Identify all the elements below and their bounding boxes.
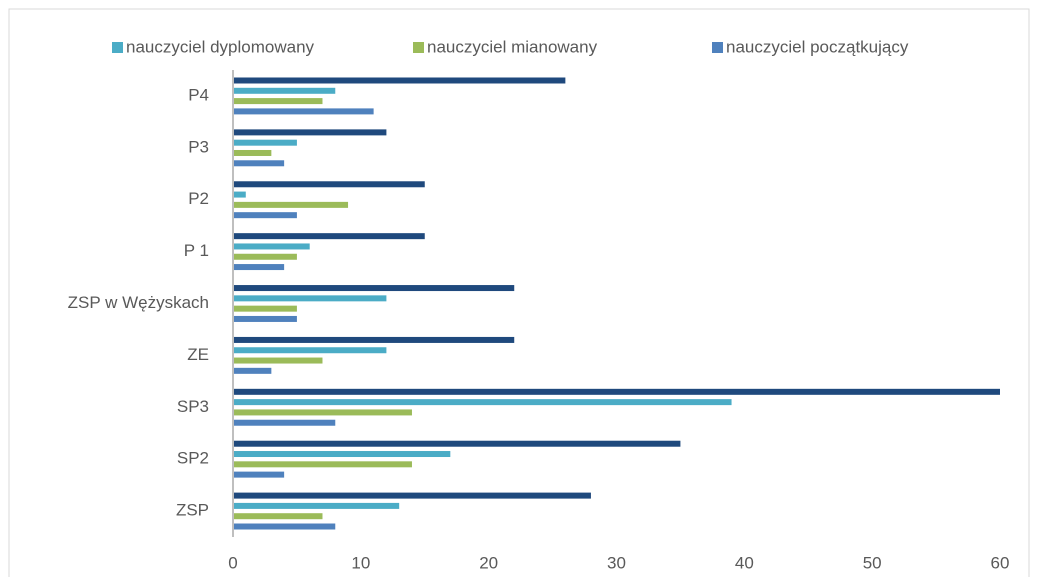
legend-label: nauczyciel mianowany [427, 37, 598, 56]
y-tick-label: P 1 [184, 241, 209, 260]
x-tick-label: 50 [863, 553, 882, 572]
bar [233, 87, 336, 94]
bar [233, 502, 400, 509]
bar [233, 347, 387, 354]
y-tick-label: P4 [188, 85, 209, 104]
bar [233, 212, 297, 219]
legend-label: nauczyciel dyplomowany [126, 37, 315, 56]
bar [233, 336, 515, 343]
bar [233, 139, 297, 146]
bar [233, 264, 285, 271]
y-tick-label: ZE [187, 345, 209, 364]
x-tick-label: 20 [479, 553, 498, 572]
bar [233, 149, 272, 156]
bar [233, 233, 425, 240]
x-tick-label: 10 [351, 553, 370, 572]
bar [233, 388, 1000, 395]
bar [233, 440, 681, 447]
x-tick-label: 60 [991, 553, 1010, 572]
y-tick-label: P3 [188, 137, 209, 156]
legend-swatch [413, 42, 424, 53]
chart-border [8, 8, 1030, 577]
bar [233, 108, 374, 115]
bar [233, 461, 412, 468]
bar [233, 523, 336, 530]
legend-swatch [112, 42, 123, 53]
bar [233, 253, 297, 260]
bar [233, 471, 285, 478]
bar [233, 98, 323, 105]
bar [233, 399, 732, 406]
bar [233, 451, 451, 458]
y-tick-label: ZSP w Wężyskach [68, 293, 209, 312]
bar [233, 419, 336, 426]
bar [233, 285, 515, 292]
bar [233, 201, 349, 208]
bar [233, 315, 297, 322]
y-tick-label: SP3 [177, 397, 209, 416]
y-tick-label: ZSP [176, 501, 209, 520]
x-tick-label: 30 [607, 553, 626, 572]
bar [233, 160, 285, 167]
bar [233, 181, 425, 188]
bar [233, 191, 246, 198]
y-tick-label: P2 [188, 189, 209, 208]
y-tick-label: SP2 [177, 449, 209, 468]
legend-label: nauczyciel początkujący [726, 37, 909, 56]
bar [233, 77, 566, 84]
x-tick-label: 40 [735, 553, 754, 572]
bar [233, 357, 323, 364]
bar [233, 129, 387, 136]
bar [233, 295, 387, 302]
bar [233, 367, 272, 374]
bar [233, 305, 297, 312]
bar [233, 513, 323, 520]
bar [233, 243, 310, 250]
bar [233, 492, 591, 499]
legend-swatch [712, 42, 723, 53]
x-tick-label: 0 [228, 553, 237, 572]
bar [233, 409, 412, 416]
